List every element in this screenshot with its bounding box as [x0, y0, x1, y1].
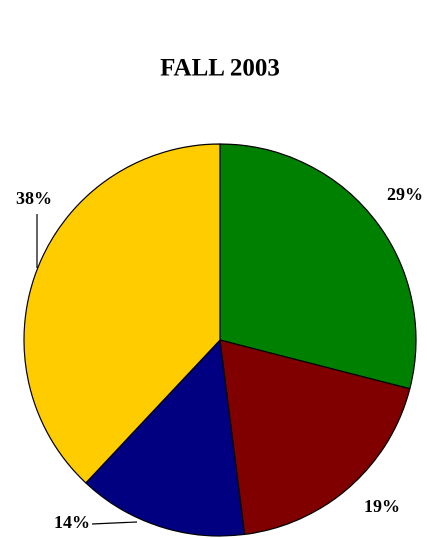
data-label: 38%	[16, 188, 52, 208]
data-label: 29%	[387, 184, 423, 204]
pie-slice	[23, 143, 221, 484]
pie-slice	[84, 338, 246, 537]
data-label: 14%	[54, 512, 90, 532]
data-label: 19%	[364, 496, 400, 516]
pie-slice	[219, 339, 411, 536]
chart-title: FALL 2003	[160, 55, 280, 82]
pie-slice	[219, 143, 417, 390]
pie	[23, 143, 417, 537]
leader-line	[91, 521, 138, 525]
